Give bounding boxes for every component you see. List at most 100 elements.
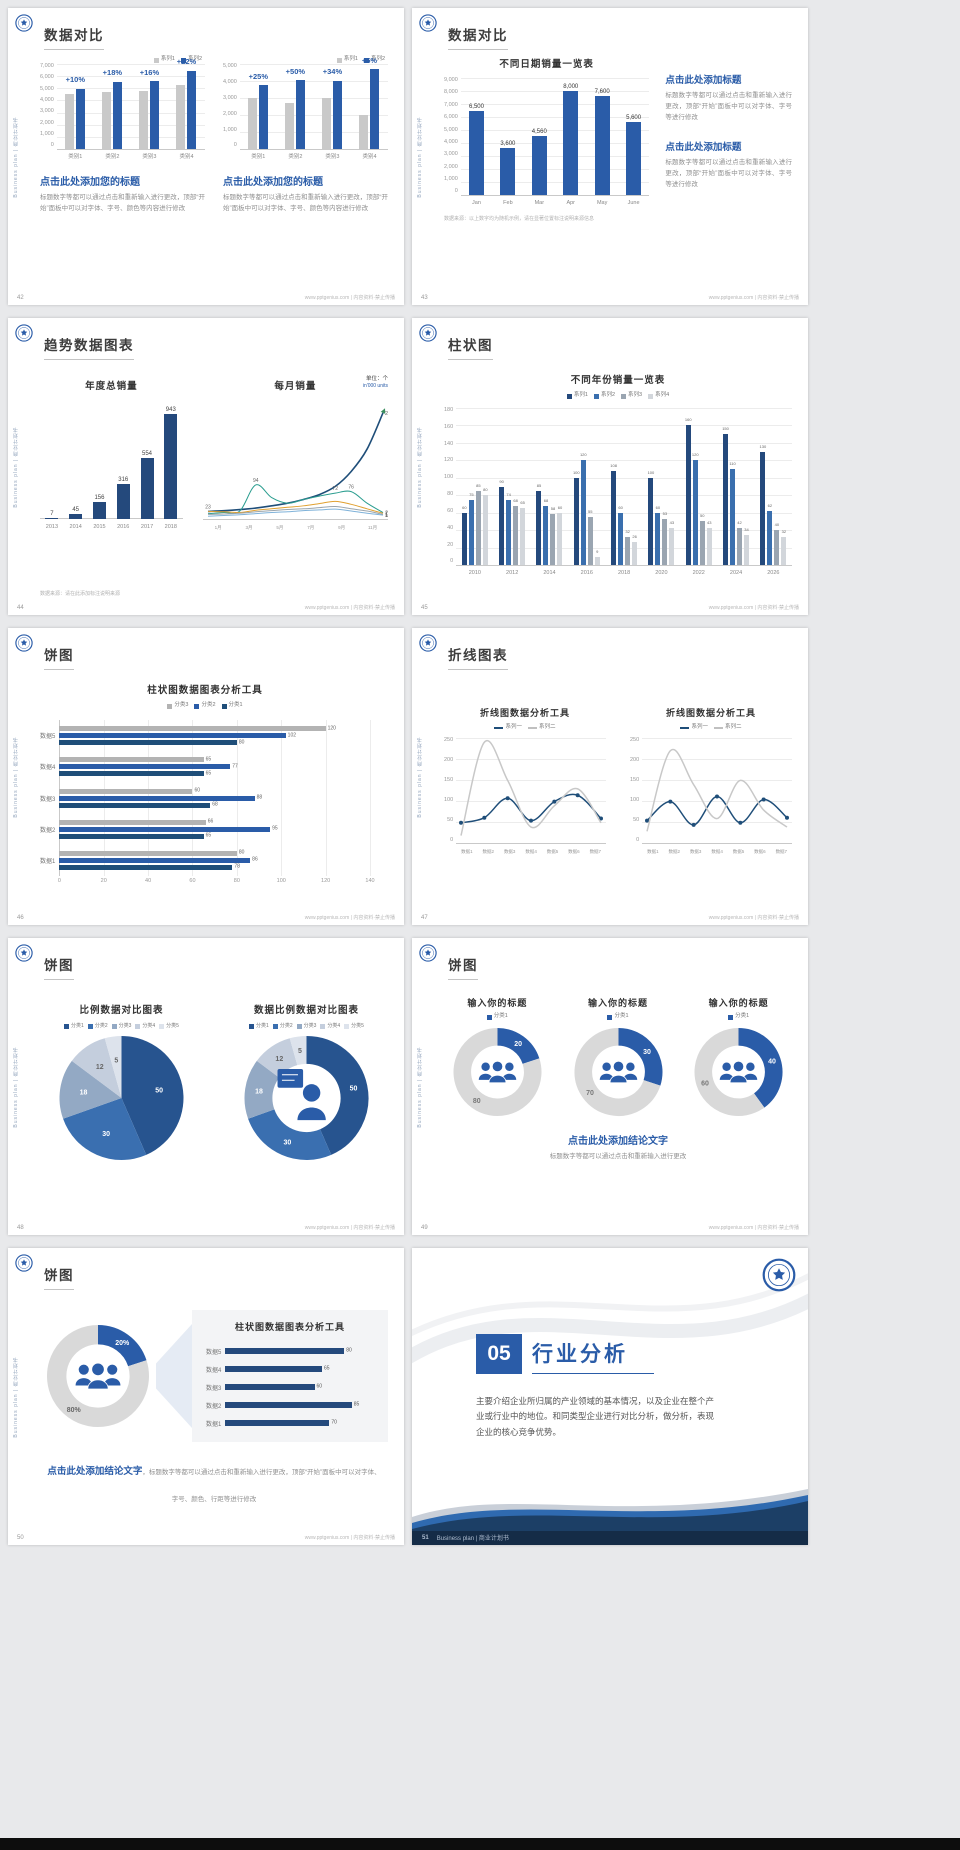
line-chart-right: 250 200 150 100 50 0 数据1 数据2 数据3 数据4 数据5 数据6 数据7: [630, 737, 793, 854]
page-bottom-bar: [0, 1838, 960, 1850]
chart-legend: 系列一 系列二: [444, 724, 606, 732]
slide-title: 饼图: [44, 1264, 74, 1290]
chart-legend: 分类1: [565, 1013, 672, 1021]
chart-legend: 分类1: [444, 1013, 551, 1021]
decor-wave: [412, 1489, 808, 1545]
slide-42-thumbnail[interactable]: Business plan | 商业计划书 数据对比 系列1 系列2 7,000 6…: [8, 8, 404, 305]
page-number: 51: [422, 1534, 429, 1541]
site-footer-label: www.pptgenius.com | 内容资料·禁止传播: [304, 1225, 395, 1231]
caption-body: 标题数字等都可以通过点击和重新输入进行更改，顶部“开始”面板中可以对字体、字号、…: [223, 194, 388, 213]
data-source-note: 数据来源：请在此添加标注说明来源: [40, 591, 121, 597]
logo-icon: [762, 1258, 796, 1292]
slide-49-thumbnail[interactable]: Business plan | 商业计划书 饼图 输入你的标题 分类1 20 80…: [412, 938, 808, 1235]
logo-icon: [15, 634, 33, 652]
site-footer-label: www.pptgenius.com | 内容资料·禁止传播: [304, 605, 395, 611]
page-number: 45: [421, 605, 428, 611]
svg-text:5: 5: [298, 1048, 302, 1055]
vertical-brand-label: Business plan | 商业计划书: [13, 735, 19, 818]
logo-icon: [419, 14, 437, 32]
donut-chart-3: 40 60: [685, 1026, 792, 1118]
decor-swoosh: [412, 1273, 808, 1364]
beam-shape: [156, 1324, 192, 1428]
chart-title: 比例数据对比图表: [79, 1005, 164, 1016]
svg-text:20: 20: [514, 1041, 522, 1048]
svg-text:80%: 80%: [67, 1407, 82, 1414]
chart-legend: 系列1 系列2: [40, 56, 205, 64]
logo-icon: [15, 1254, 33, 1272]
chart-legend: 分类1 分类2 分类3 分类4 分类5: [40, 1022, 203, 1030]
site-footer-label: www.pptgenius.com | 内容资料·禁止传播: [304, 1535, 395, 1541]
conclusion-body: ，标题数字等都可以通过点击和重新输入进行更改，顶部“开始”面板中可以对字体、字号…: [142, 1469, 381, 1504]
slide-47-thumbnail[interactable]: Business plan | 商业计划书 折线图表 折线图数据分析工具 系列一…: [412, 628, 808, 925]
logo-icon: [15, 14, 33, 32]
vertical-brand-label: Business plan | 商业计划书: [417, 1045, 423, 1128]
caption-heading: 点击此处添加标题: [665, 75, 742, 86]
site-footer-label: www.pptgenius.com | 内容资料·禁止传播: [708, 605, 799, 611]
donut-chart: 20% 80%: [45, 1323, 151, 1429]
analysis-panel: 柱状图数据图表分析工具 数据5 数据4 数据3 数据2 数据1 80 65 60 85 70: [192, 1310, 388, 1442]
svg-text:30: 30: [643, 1049, 651, 1056]
unit-label: 单位：个 in'000 units: [362, 376, 388, 390]
slides-grid: Business plan | 商业计划书 数据对比 系列1 系列2 7,000 6…: [8, 8, 808, 1545]
svg-text:76: 76: [348, 485, 354, 491]
annual-sales-bar-chart: 7 45 156 316 554 943 2013 2014 2015 2016 2017 2018: [40, 407, 183, 530]
slide-50-thumbnail[interactable]: Business plan | 商业计划书 饼图 20% 80% 柱状图数据图表分…: [8, 1248, 404, 1545]
chart-title: 每月销量: [274, 381, 317, 392]
donut-chart: 50 30 18 12 5: [225, 1034, 388, 1162]
horizontal-bar-chart: 数据5 数据4 数据3 数据2 数据1 120 102 80 65 77 65 60 88 68 66 95 6…: [40, 720, 375, 886]
logo-icon: [15, 324, 33, 342]
chart-legend: 分类3 分类2 分类1: [40, 702, 370, 710]
slide-46-thumbnail[interactable]: Business plan | 商业计划书 饼图 柱状图数据图表分析工具 分类3…: [8, 628, 404, 925]
page-number: 48: [17, 1225, 24, 1231]
vertical-brand-label: Business plan | 商业计划书: [13, 1045, 19, 1128]
vertical-brand-label: Business plan | 商业计划书: [13, 115, 19, 198]
chart-legend: 系列一 系列二: [630, 724, 792, 732]
conclusion-heading: 点击此处添加结论文字: [47, 1466, 143, 1477]
slide-44-thumbnail[interactable]: Business plan | 商业计划书 趋势数据图表 年度总销量 7 45 15…: [8, 318, 404, 615]
slide-51-thumbnail[interactable]: 05 行业分析 主要介绍企业所归属的产业领域的基本情况，以及企业在整个产业或行业…: [412, 1248, 808, 1545]
sales-bar-chart: 9,000 8,000 7,000 6,000 5,000 4,000 3,000 2,000…: [444, 77, 650, 206]
vertical-brand-label: Business plan | 商业计划书: [13, 425, 19, 508]
svg-text:287: 287: [385, 411, 388, 417]
svg-text:72: 72: [332, 486, 338, 492]
chart-title: 柱状图数据图表分析工具: [147, 685, 263, 696]
svg-text:18: 18: [80, 1090, 88, 1097]
svg-text:13: 13: [385, 513, 388, 519]
chart-title: 折线图数据分析工具: [479, 708, 570, 718]
svg-text:30: 30: [283, 1140, 291, 1147]
slide-43-thumbnail[interactable]: Business plan | 商业计划书 数据对比 不同日期销量一览表 9,0…: [412, 8, 808, 305]
chart-legend: 系列1 系列2 系列3 系列4: [444, 392, 792, 400]
donut-chart-1: 20 80: [444, 1026, 551, 1118]
slide-45-thumbnail[interactable]: Business plan | 商业计划书 柱状图 不同年份销量一览表 系列1 系…: [412, 318, 808, 615]
conclusion-heading: 点击此处添加结论文字: [568, 1136, 668, 1147]
logo-icon: [419, 634, 437, 652]
svg-text:40: 40: [768, 1059, 776, 1066]
slide-title: 饼图: [44, 644, 74, 670]
panel-bar-chart: 数据5 数据4 数据3 数据2 数据1 80 65 60 85 70: [206, 1347, 360, 1428]
logo-icon: [15, 944, 33, 962]
slide-48-thumbnail[interactable]: Business plan | 商业计划书 饼图 比例数据对比图表 分类1 分类2…: [8, 938, 404, 1235]
site-footer-label: www.pptgenius.com | 内容资料·禁止传播: [708, 915, 799, 921]
svg-text:20%: 20%: [115, 1340, 130, 1347]
svg-text:50: 50: [350, 1086, 358, 1093]
slide-title: 饼图: [44, 954, 74, 980]
site-footer-label: www.pptgenius.com | 内容资料·禁止传播: [708, 295, 799, 301]
logo-icon: [419, 324, 437, 342]
section-number: 05: [476, 1334, 522, 1374]
data-source-note: 数据来源：以上数字均为随机示例，请在显著位置标注说明来源信息: [444, 216, 595, 222]
site-footer-label: www.pptgenius.com | 内容资料·禁止传播: [708, 1225, 799, 1231]
donut-chart-2: 30 70: [565, 1026, 672, 1118]
slide-title: 数据对比: [44, 24, 104, 50]
vertical-brand-label: Business plan | 商业计划书: [417, 115, 423, 198]
chart-title: 不同年份销量一览表: [570, 375, 666, 386]
svg-text:12: 12: [96, 1064, 104, 1071]
page-number: 43: [421, 295, 428, 301]
svg-text:94: 94: [253, 478, 259, 484]
pie-chart: 50 30 18 12 5: [40, 1034, 203, 1162]
page-number: 42: [17, 295, 24, 301]
svg-text:5: 5: [114, 1057, 118, 1064]
chart-legend: 分类1: [685, 1013, 792, 1021]
chart-title: 不同日期销量一览表: [499, 59, 594, 70]
chart-title: 数据比例数据对比图表: [253, 1005, 359, 1016]
